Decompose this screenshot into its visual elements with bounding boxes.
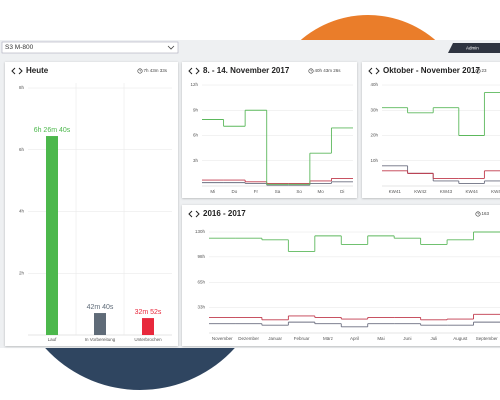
duration: 163 (482, 211, 490, 216)
machine-select[interactable]: S3 M-800 (1, 41, 179, 54)
nav-prev[interactable] (188, 210, 193, 218)
x-tick-label: KW42 (414, 189, 427, 194)
panel: Oktober - November 2017 23 10h 20h 30h 40h KW4… (362, 62, 500, 198)
clock-hand (477, 69, 480, 72)
admin-tab[interactable]: Admin (448, 43, 500, 53)
y-tick-label: 130h (195, 229, 206, 234)
y-tick-label: 8h (19, 85, 25, 90)
x-tick-label: In Vorbereitung (85, 337, 116, 342)
clock-icon (475, 211, 481, 217)
y-tick-label: 3h (193, 158, 199, 163)
panel-title: Oktober - November 2017 (383, 66, 480, 75)
x-tick-label: Unterbrochen (134, 337, 162, 342)
x-tick-label: März (323, 336, 334, 341)
nav-next[interactable] (18, 67, 23, 75)
x-tick-label: Sa (275, 189, 281, 194)
x-tick-label: Juli (430, 336, 437, 341)
y-tick-label: 6h (19, 147, 25, 152)
y-tick-label: 12h (190, 82, 198, 87)
admin-tab-shape[interactable] (448, 43, 500, 53)
clock-hand (139, 69, 142, 72)
y-tick-label: 6h (193, 133, 199, 138)
nav-next[interactable] (195, 67, 200, 75)
x-tick-label: KW44 (465, 189, 478, 194)
x-tick-label: KW45 (491, 189, 500, 194)
clock-hand (477, 212, 480, 215)
admin-text: Admin (466, 46, 479, 51)
x-tick-label: Februar (294, 336, 310, 341)
x-tick-label: Lauf (48, 337, 58, 342)
x-tick-label: Dezember (238, 336, 259, 341)
y-tick-label: 98h (197, 254, 205, 259)
panel-box (182, 205, 500, 346)
nav-prev[interactable] (188, 67, 193, 75)
y-tick-label: 65h (197, 280, 205, 285)
x-tick-label: Mi (210, 189, 215, 194)
value-label: 42m 40s (87, 304, 114, 311)
clock-icon (475, 68, 481, 74)
panel: Heute 7h 43m 33s 2h 4h 6h 8h 6h 26m 40s Lauf 42m… (5, 62, 178, 346)
value-label: 6h 26m 40s (34, 127, 71, 134)
y-tick-label: 30h (370, 107, 378, 112)
x-tick-label: Fr (254, 189, 259, 194)
x-tick-label: Mai (377, 336, 384, 341)
panel-title: Heute (26, 66, 49, 75)
duration: 23 (482, 68, 488, 73)
panel-title: 2016 - 2017 (203, 209, 246, 218)
value-label: 32m 52s (135, 309, 162, 316)
y-tick-label: 4h (19, 209, 25, 214)
x-tick-label: Januar (268, 336, 282, 341)
panel-title: 8. - 14. November 2017 (203, 66, 290, 75)
y-tick-label: 33h (197, 305, 205, 310)
y-tick-label: 10h (370, 158, 378, 163)
clock-hand (310, 69, 313, 72)
x-tick-label: August (453, 336, 468, 341)
x-tick-label: November (212, 336, 233, 341)
y-tick-label: 9h (193, 107, 199, 112)
y-tick-label: 40h (370, 82, 378, 87)
duration: 7h 43m 33s (144, 68, 168, 73)
dropdown-arrow (167, 45, 175, 50)
nav-next[interactable] (375, 67, 380, 75)
x-tick-label: KW41 (389, 189, 402, 194)
x-tick-label: Mo (318, 189, 325, 194)
x-tick-label: April (350, 336, 359, 341)
x-tick-label: September (476, 336, 499, 341)
dropdown-box[interactable] (1, 41, 179, 54)
nav-next[interactable] (195, 210, 200, 218)
panel-box (5, 62, 178, 346)
nav-prev[interactable] (11, 67, 16, 75)
panel-box (362, 62, 500, 198)
nav-prev[interactable] (368, 67, 373, 75)
y-tick-label: 20h (370, 133, 378, 138)
panel: 2016 - 2017 163 33h 65h 98h 130h November Dezem… (182, 205, 500, 346)
panel: 8. - 14. November 2017 40h 43m 26s 3h 6h 9h 1… (182, 62, 357, 198)
x-tick-label: KW43 (440, 189, 453, 194)
x-tick-label: So (296, 189, 302, 194)
x-tick-label: Di (340, 189, 344, 194)
dropdown-text: S3 M-800 (5, 44, 34, 51)
bar (46, 136, 58, 335)
bar (142, 318, 154, 335)
panels: Heute 7h 43m 33s 2h 4h 6h 8h 6h 26m 40s Lauf 42m… (5, 62, 500, 346)
x-tick-label: Juni (403, 336, 411, 341)
bar (94, 313, 106, 335)
x-tick-label: Do (231, 189, 237, 194)
panel-box (182, 62, 357, 198)
duration: 40h 43m 26s (315, 68, 342, 73)
y-tick-label: 2h (19, 270, 25, 275)
clock-icon (137, 68, 143, 74)
clock-icon (308, 68, 314, 74)
